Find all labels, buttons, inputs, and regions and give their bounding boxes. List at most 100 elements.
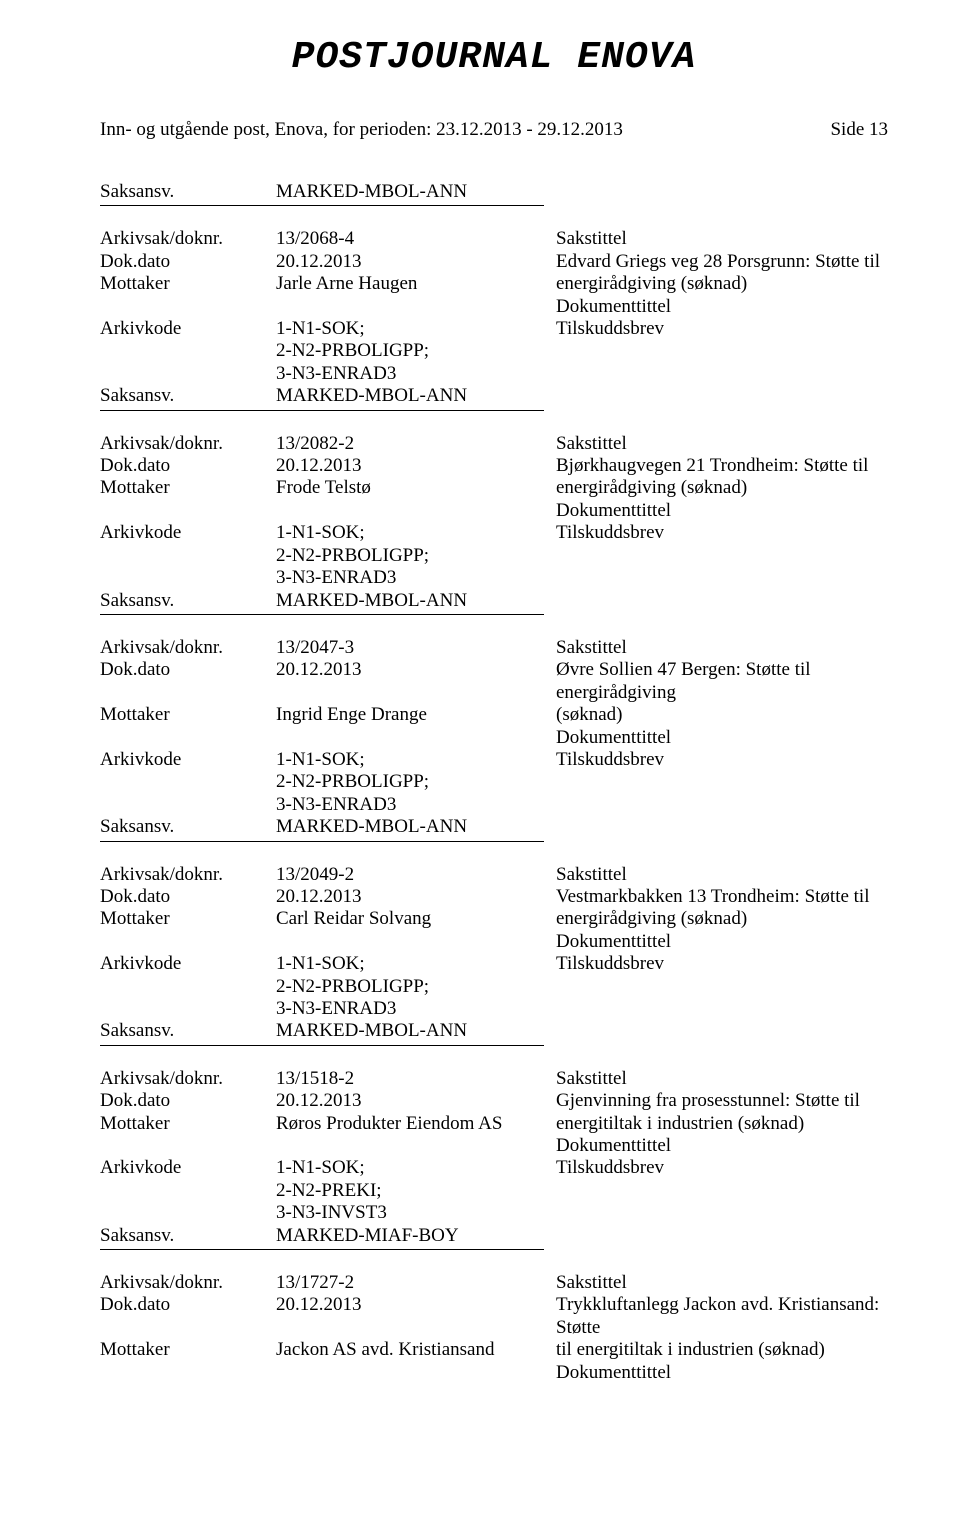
sak-line1: Vestmarkbakken 13 Trondheim: Støtte til [556,886,888,908]
divider [100,1045,544,1046]
label-arkivsak: Arkivsak/doknr. [100,433,276,455]
empty [556,794,888,816]
arkivsak-value: 13/2082-2 [276,433,556,455]
arkivkode-line: 3-N3-ENRAD3 [276,363,556,385]
label-arkivsak: Arkivsak/doknr. [100,1068,276,1090]
label-saksansv: Saksansv. [100,1225,276,1247]
label-sakstittel: Sakstittel [556,228,888,250]
tilskuddsbrev: Tilskuddsbrev [556,953,888,975]
label-dokdato: Dok.dato [100,1294,276,1339]
label-saksansv: Saksansv. [100,816,276,838]
arkivkode-line: 3-N3-INVST3 [276,1202,556,1224]
arkivkode-line: 1-N1-SOK; [276,953,556,975]
arkivsak-value: 13/1727-2 [276,1272,556,1294]
dokdato-value: 20.12.2013 [276,251,556,273]
empty [100,545,276,567]
empty [556,771,888,793]
mottaker-value: Carl Reidar Solvang [276,908,556,930]
empty [100,363,276,385]
empty [556,1225,888,1247]
dokdato-value: 20.12.2013 [276,659,556,704]
arkivkode-line: 3-N3-ENRAD3 [276,794,556,816]
label-sakstittel: Sakstittel [556,433,888,455]
label-mottaker: Mottaker [100,908,276,930]
arkivsak-value: 13/2049-2 [276,864,556,886]
label-arkivkode: Arkivkode [100,953,276,975]
label-arkivsak: Arkivsak/doknr. [100,1272,276,1294]
label-arkivsak: Arkivsak/doknr. [100,637,276,659]
arkivkode-line: 2-N2-PREKI; [276,1180,556,1202]
saksansv-value: MARKED-MBOL-ANN [276,816,556,838]
label-dokumenttittel: Dokumenttittel [556,727,888,749]
empty [100,296,276,318]
saksansv-value: MARKED-MBOL-ANN [276,1020,556,1042]
label-dokdato: Dok.dato [100,886,276,908]
label-saksansv: Saksansv. [100,1020,276,1042]
divider [100,205,544,206]
divider [100,841,544,842]
empty [100,794,276,816]
arkivkode-line: 2-N2-PRBOLIGPP; [276,976,556,998]
divider [100,1249,544,1250]
label-mottaker: Mottaker [100,273,276,295]
label-arkivkode: Arkivkode [100,1157,276,1179]
sak-line2: energirådgiving (søknad) [556,908,888,930]
label-sakstittel: Sakstittel [556,637,888,659]
top-saksansv-value: MARKED-MBOL-ANN [276,181,556,203]
sak-line1: Bjørkhaugvegen 21 Trondheim: Støtte til [556,455,888,477]
tilskuddsbrev: Tilskuddsbrev [556,1157,888,1179]
mottaker-value: Jackon AS avd. Kristiansand [276,1339,556,1361]
label-dokdato: Dok.dato [100,455,276,477]
label-saksansv: Saksansv. [100,181,276,203]
journal-entry: Arkivsak/doknr.13/1727-2Sakstittel Dok.da… [100,1272,888,1384]
sak-line1: Øvre Sollien 47 Bergen: Støtte til energ… [556,659,888,704]
empty [100,567,276,589]
label-dokumenttittel: Dokumenttittel [556,296,888,318]
sak-line1: Edvard Griegs veg 28 Porsgrunn: Støtte t… [556,251,888,273]
empty [100,976,276,998]
sak-line1: Trykkluftanlegg Jackon avd. Kristiansand… [556,1294,888,1339]
top-saksansv-block: Saksansv. MARKED-MBOL-ANN [100,181,888,206]
empty [100,1362,276,1384]
arkivkode-line: 1-N1-SOK; [276,749,556,771]
empty [276,500,556,522]
label-sakstittel: Sakstittel [556,1068,888,1090]
empty [100,727,276,749]
journal-entry: Arkivsak/doknr.13/2047-3SakstittelDok.da… [100,637,888,842]
empty [556,545,888,567]
divider [100,410,544,411]
label-sakstittel: Sakstittel [556,864,888,886]
mottaker-value: Ingrid Enge Drange [276,704,556,726]
empty [100,771,276,793]
empty [556,567,888,589]
label-dokumenttittel: Dokumenttittel [556,1135,888,1157]
journal-entry: Arkivsak/doknr.13/1518-2SakstittelDok.da… [100,1068,888,1250]
empty [100,1180,276,1202]
label-arkivkode: Arkivkode [100,522,276,544]
empty [100,1135,276,1157]
empty [276,931,556,953]
header-row: Inn- og utgående post, Enova, for period… [100,119,888,141]
label-mottaker: Mottaker [100,477,276,499]
empty [556,1020,888,1042]
empty [556,590,888,612]
sak-line1: Gjenvinning fra prosesstunnel: Støtte ti… [556,1090,888,1112]
arkivkode-line: 1-N1-SOK; [276,1157,556,1179]
label-dokumenttittel: Dokumenttittel [556,931,888,953]
empty [100,931,276,953]
mottaker-value: Frode Telstø [276,477,556,499]
label-dokdato: Dok.dato [100,1090,276,1112]
label-mottaker: Mottaker [100,1113,276,1135]
sak-line2: energitiltak i industrien (søknad) [556,1113,888,1135]
sak-line2: energirådgiving (søknad) [556,477,888,499]
label-sakstittel: Sakstittel [556,1272,888,1294]
arkivsak-value: 13/2047-3 [276,637,556,659]
dokdato-value: 20.12.2013 [276,1294,556,1339]
empty [276,1362,556,1384]
empty [556,385,888,407]
page: POSTJOURNAL ENOVA Inn- og utgående post,… [0,0,960,1524]
label-dokumenttittel: Dokumenttittel [556,1362,888,1384]
arkivkode-line: 3-N3-ENRAD3 [276,998,556,1020]
label-saksansv: Saksansv. [100,590,276,612]
sak-line2: til energitiltak i industrien (søknad) [556,1339,888,1361]
